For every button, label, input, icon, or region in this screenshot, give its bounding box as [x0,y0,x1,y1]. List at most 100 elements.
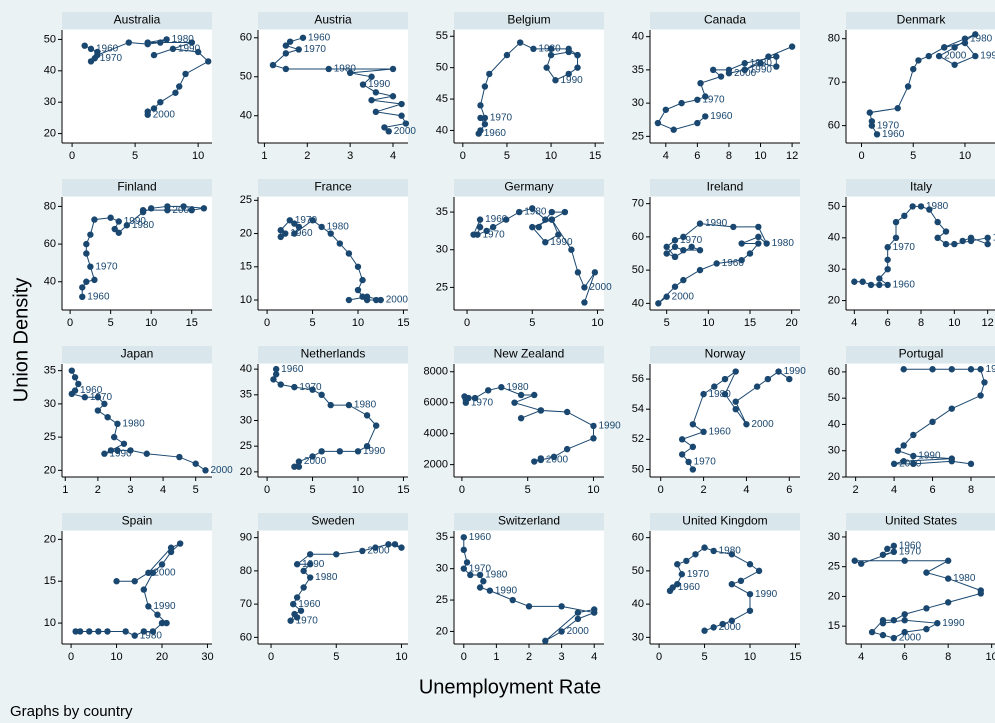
y-tick-label: 40 [632,598,644,610]
point [282,230,289,237]
point [565,48,572,56]
point [517,414,525,422]
point [81,394,89,401]
point [548,216,556,223]
point [475,130,482,137]
x-tick-label: 3 [127,484,133,496]
x-tick-label: 0 [67,317,73,329]
point [476,584,484,591]
x-tick-label: 10 [587,484,599,496]
point [149,628,157,635]
year-label: 1970 [694,457,717,468]
point [890,634,898,642]
point [318,391,325,399]
y-tick-label: 80 [44,200,56,212]
point [654,119,662,127]
y-tick-label: 40 [436,124,448,136]
point [890,460,898,468]
panel-title: Switzerland [498,514,560,528]
point [363,293,371,300]
panel-title-strip [258,513,408,530]
plot-area [454,364,604,477]
year-label: 2000 [153,109,176,120]
x-tick-label: 10 [744,651,756,663]
panel-title: United Kingdom [682,514,767,528]
year-label: 2000 [153,567,176,578]
year-label: 1990 [784,366,807,377]
y-tick-label: 2000 [424,459,448,471]
point [516,39,524,46]
year-label: 1990 [980,51,995,62]
y-tick-label: 55 [436,30,448,42]
point [509,596,516,604]
point [738,240,745,247]
year-label: 1990 [109,448,132,459]
y-tick-label: 20 [44,127,56,139]
point [542,216,549,223]
point [83,278,90,285]
point [563,408,571,416]
x-tick-label: 10 [352,317,364,329]
point [381,124,388,131]
x-tick-label: 4 [891,484,897,496]
point [282,65,290,73]
point [291,610,298,618]
year-label: 1980 [719,546,742,557]
year-label: 1990 [918,451,941,462]
point [531,458,538,465]
year-label: 1980 [709,389,732,400]
x-tick-label: 1 [261,150,267,162]
y-tick-label: 10 [44,617,56,629]
panel-title-strip [650,346,800,363]
y-tick-label: 60 [240,32,252,44]
year-label: 1970 [893,242,916,253]
x-tick-label: 5 [504,150,510,162]
point [345,401,353,409]
year-label: 1960 [710,111,733,122]
point [107,447,115,454]
point [737,577,745,585]
x-tick-label: 30 [201,651,213,663]
point [131,578,138,585]
year-label: 1970 [469,563,492,574]
y-tick-label: 25 [240,440,252,452]
point [359,547,366,555]
point [147,205,155,212]
point [325,65,332,73]
point [385,128,392,135]
point [150,51,158,59]
x-tick-label: 10 [395,651,407,663]
point [354,263,362,270]
x-tick-label: 15 [397,484,409,496]
point [786,375,793,383]
point [929,366,936,373]
point [389,65,397,73]
year-label: 1980 [538,43,561,54]
point [463,559,471,566]
point [901,212,908,220]
point [868,628,876,636]
x-tick-label: 5 [309,484,315,496]
point [728,617,736,624]
point [107,214,114,221]
y-tick-label: 70 [632,198,644,210]
year-label: 1960 [485,214,508,225]
x-tick-label: 5 [108,317,114,329]
point [76,628,84,635]
point [79,284,86,291]
panel: Ireland 5 10 15 20 40 50 60 70 2000 1960 1980 199019… [632,179,800,329]
y-tick-label: 20 [44,533,56,545]
point [372,422,380,429]
y-axis-title: Union Density [10,278,32,403]
point [481,83,489,90]
point [391,541,399,548]
plot-area [62,364,212,477]
plot-area [62,30,212,143]
point [477,114,484,122]
point [113,578,120,585]
point [590,422,597,430]
point [694,119,701,127]
point [465,394,472,402]
year-label: 1960 [882,129,905,140]
point [884,256,891,263]
